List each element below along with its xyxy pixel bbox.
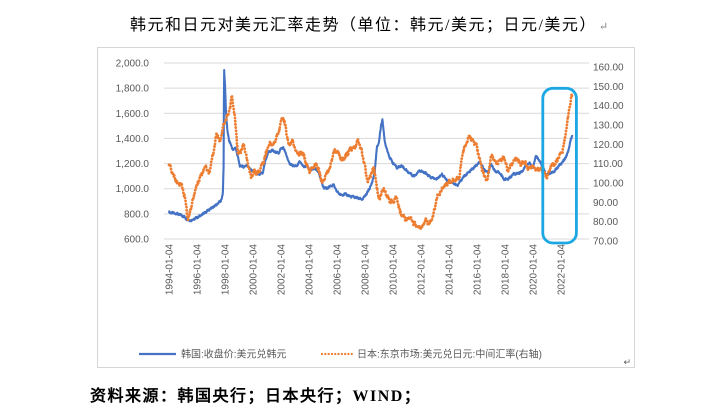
- source-note: 资料来源：韩国央行；日本央行；WIND；: [90, 388, 422, 405]
- chart-title: 韩元和日元对美元汇率走势（单位：韩元/美元；日元/美元） ↵: [130, 11, 690, 35]
- x-tick-label: 2006-01-04: [333, 244, 344, 296]
- chart-title-text: 韩元和日元对美元汇率走势（单位：韩元/美元；日元/美元）: [130, 17, 597, 34]
- y-right-tick-label: 70.00: [593, 237, 618, 248]
- x-tick-label: 2010-01-04: [389, 244, 400, 296]
- x-tick-label: 2008-01-04: [361, 244, 372, 296]
- y-right-tick-label: 80.00: [593, 217, 618, 228]
- y-left-tick-label: 1,600.0: [116, 109, 150, 120]
- x-tick-label: 2000-01-04: [249, 244, 260, 296]
- x-tick-label: 2012-01-04: [417, 244, 428, 296]
- y-right-tick-label: 120.00: [593, 140, 624, 151]
- highlight-box[interactable]: [541, 86, 578, 245]
- y-right-tick-label: 160.00: [593, 63, 624, 74]
- y-right-tick-label: 150.00: [593, 82, 624, 93]
- x-tick-label: 2002-01-04: [277, 244, 288, 296]
- paragraph-mark-icon: ↵: [598, 21, 609, 33]
- chart-svg: 2,000.0 1,800.0 1,600.0 1,400.0 1,200.0 1,000…: [116, 59, 631, 368]
- x-tick-label: 2018-01-04: [501, 244, 512, 296]
- y-right-tick-label: 90.00: [593, 198, 618, 209]
- x-tick-label: 2022-01-04: [557, 244, 568, 296]
- x-tick-label: 2020-01-04: [529, 244, 540, 296]
- x-tick-label: 1996-01-04: [193, 244, 204, 296]
- paragraph-mark-icon: ↵: [623, 357, 631, 367]
- series-line-jpy: [167, 92, 574, 231]
- y-right-tick-label: 110.00: [593, 159, 623, 170]
- y-right-tick-label: 140.00: [593, 101, 624, 112]
- x-tick-label: 1994-01-04: [165, 244, 176, 296]
- y-left-tick-label: 1,800.0: [116, 84, 150, 95]
- y-right-tick-label: 100.00: [593, 179, 624, 190]
- series-line-krw: [167, 68, 574, 223]
- x-tick-label: 2014-01-04: [445, 244, 456, 296]
- x-tick-label: 1998-01-04: [221, 244, 232, 296]
- y-right-tick-label: 130.00: [593, 121, 624, 132]
- y-left-tick-label: 1,200.0: [116, 159, 150, 170]
- legend-label-krw: 韩国:收盘价:美元兑韩元: [181, 348, 287, 361]
- x-tick-label: 2016-01-04: [473, 244, 484, 296]
- y-left-tick-label: 800.0: [124, 209, 149, 220]
- y-left-tick-label: 1,400.0: [116, 134, 150, 145]
- y-left-tick-label: 2,000.0: [116, 59, 150, 70]
- legend-label-jpy: 日本:东京市场:美元兑日元:中间汇率(右轴): [357, 348, 542, 361]
- y-left-tick-label: 1,000.0: [116, 184, 150, 195]
- chart-area[interactable]: 2,000.0 1,800.0 1,600.0 1,400.0 1,200.0 1,000…: [97, 47, 635, 368]
- x-tick-label: 2004-01-04: [305, 244, 316, 296]
- y-left-tick-label: 600.0: [124, 235, 149, 246]
